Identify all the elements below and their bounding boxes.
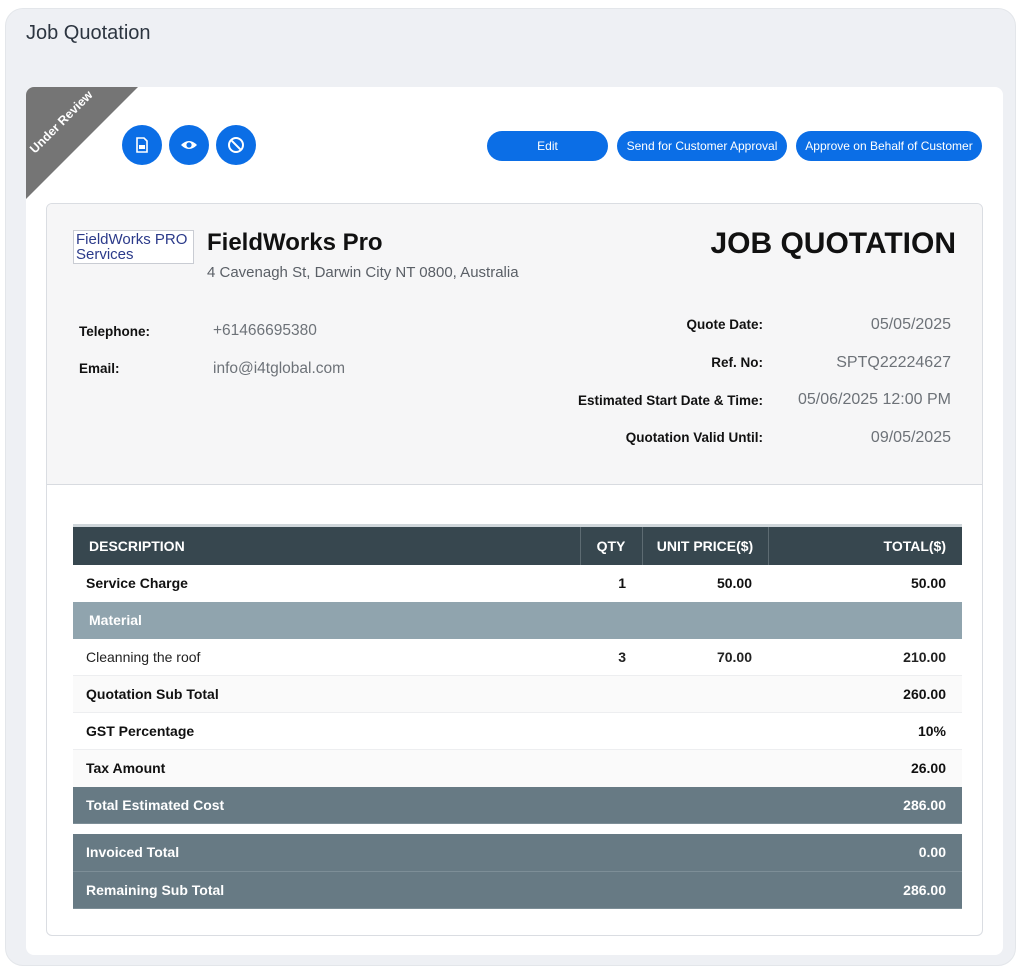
subtotal-row: Quotation Sub Total 260.00 — [73, 675, 962, 713]
material-header: Material — [73, 601, 962, 639]
company-logo: FieldWorks PRO Services — [73, 230, 194, 264]
remaining-subtotal-label: Remaining Sub Total — [73, 871, 768, 909]
quotation-document: FieldWorks PRO Services FieldWorks Pro 4… — [46, 203, 983, 936]
ref-no-label: Ref. No: — [711, 355, 763, 370]
table-header-row: DESCRIPTION QTY UNIT PRICE($) TOTAL($) — [73, 525, 962, 565]
subtotal-label: Quotation Sub Total — [73, 675, 768, 713]
invoiced-total-label: Invoiced Total — [73, 834, 768, 872]
total-estimated-row: Total Estimated Cost 286.00 — [73, 786, 962, 824]
telephone-label: Telephone: — [79, 324, 151, 339]
material-qty: 3 — [580, 638, 642, 676]
table-row: Cleanning the roof 3 70.00 210.00 — [73, 638, 962, 676]
pdf-icon — [136, 137, 148, 153]
send-for-approval-button[interactable]: Send for Customer Approval — [617, 131, 787, 161]
company-name: FieldWorks Pro — [207, 229, 383, 256]
gst-row: GST Percentage 10% — [73, 712, 962, 750]
quote-date-value: 05/05/2025 — [870, 316, 951, 333]
col-unit-price: UNIT PRICE($) — [642, 525, 769, 565]
total-estimated-value: 286.00 — [768, 786, 962, 824]
col-qty: QTY — [580, 525, 643, 565]
tax-value: 26.00 — [768, 749, 962, 787]
start-date-label: Estimated Start Date & Time: — [577, 393, 763, 408]
col-description: DESCRIPTION — [73, 525, 581, 565]
tax-row: Tax Amount 26.00 — [73, 749, 962, 787]
cancel-quote-button[interactable] — [216, 125, 256, 165]
table-row: Service Charge 1 50.00 50.00 — [73, 564, 962, 602]
document-title: JOB QUOTATION — [710, 227, 956, 260]
col-total: TOTAL($) — [883, 537, 946, 554]
items-table: DESCRIPTION QTY UNIT PRICE($) TOTAL($) S… — [73, 524, 962, 824]
service-qty: 1 — [580, 564, 642, 602]
valid-until-label: Quotation Valid Until: — [625, 430, 763, 445]
invoiced-total-row: Invoiced Total 0.00 — [73, 834, 962, 872]
telephone-value: +61466695380 — [213, 322, 317, 339]
material-unit-price: 70.00 — [642, 638, 768, 676]
email-label: Email: — [79, 361, 120, 376]
invoiced-total-value: 0.00 — [768, 834, 962, 872]
service-unit-price: 50.00 — [642, 564, 768, 602]
ribbon-shape — [26, 87, 138, 199]
service-total: 50.00 — [768, 564, 962, 602]
material-description: Cleanning the roof — [73, 638, 580, 676]
page-title: Job Quotation — [26, 22, 151, 44]
quotation-card: Under Review Edit Send for Customer Appr… — [26, 87, 1003, 955]
material-total: 210.00 — [768, 638, 962, 676]
document-header: FieldWorks PRO Services FieldWorks Pro 4… — [47, 204, 982, 485]
start-date-value: 05/06/2025 12:00 PM — [797, 391, 951, 408]
approve-on-behalf-button[interactable]: Approve on Behalf of Customer — [796, 131, 982, 161]
cancel-icon — [228, 137, 244, 153]
tax-label: Tax Amount — [73, 749, 768, 787]
service-description: Service Charge — [73, 564, 580, 602]
ref-no-value: SPTQ22224627 — [836, 354, 951, 371]
remaining-subtotal-row: Remaining Sub Total 286.00 — [73, 871, 962, 909]
remaining-subtotal-value: 286.00 — [768, 871, 962, 909]
total-estimated-label: Total Estimated Cost — [73, 786, 768, 824]
material-section-row: Material — [73, 601, 962, 639]
email-value: info@i4tglobal.com — [213, 360, 346, 377]
pdf-button[interactable] — [122, 125, 162, 165]
quote-date-label: Quote Date: — [686, 317, 763, 332]
gst-label: GST Percentage — [73, 712, 768, 750]
gst-value: 10% — [768, 712, 962, 750]
subtotal-value: 260.00 — [768, 675, 962, 713]
preview-button[interactable] — [169, 125, 209, 165]
valid-until-value: 09/05/2025 — [870, 429, 951, 446]
company-address: 4 Cavenagh St, Darwin City NT 0800, Aust… — [207, 264, 519, 281]
edit-button[interactable]: Edit — [487, 131, 608, 161]
invoice-summary-table: Invoiced Total 0.00 Remaining Sub Total … — [73, 834, 962, 909]
logo-text: FieldWorks PRO Services — [76, 231, 188, 263]
eye-icon — [181, 141, 197, 149]
page-container: Job Quotation Under Review — [5, 8, 1016, 966]
status-ribbon: Under Review — [26, 87, 138, 199]
